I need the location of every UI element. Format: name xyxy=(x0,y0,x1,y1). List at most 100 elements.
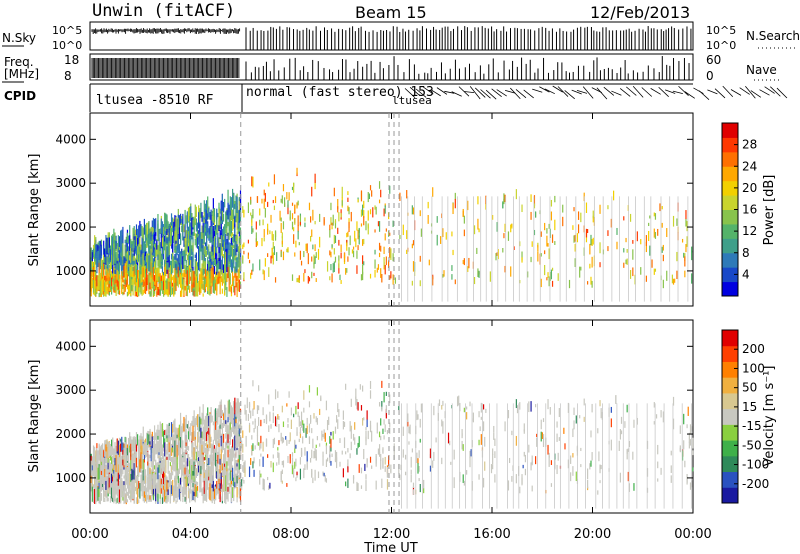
y-tick-label: 3000 xyxy=(55,176,86,190)
cpid-scribble-mark xyxy=(632,86,644,98)
cpid-scribble-mark xyxy=(469,86,481,100)
colorbar-swatch xyxy=(722,223,738,239)
cpid-scribble-mark xyxy=(480,89,491,99)
colorbar-swatch xyxy=(722,267,738,283)
velocity-scatter xyxy=(90,380,694,509)
cpid-scribble-mark xyxy=(523,89,534,99)
cpid-scribble-mark xyxy=(684,91,695,99)
cpid-strip: CPID ltusea -8510 RF normal (fast stereo… xyxy=(4,83,788,112)
cpid-scribble-mark xyxy=(745,85,756,99)
nsearch-label: N.Search xyxy=(746,29,800,43)
colorbar-swatch xyxy=(722,151,738,167)
cpid-scribble-mark xyxy=(458,86,470,97)
cpid-segment-1: ltusea -8510 RF xyxy=(96,93,214,108)
cpid-scribble-mark xyxy=(451,91,462,97)
power-panel: 1000 2000 3000 4000 Slant Range [km] 28 24 20… xyxy=(27,112,777,307)
cpid-scribble-mark xyxy=(698,90,710,100)
cpid-scribble-mark xyxy=(509,87,521,100)
power-axes: 1000 2000 3000 4000 xyxy=(55,113,694,306)
nsky-frame xyxy=(89,21,694,51)
freq-strip: Freq. [MHz] 18 8 60 0 Nave xyxy=(2,53,780,83)
nsky-bars xyxy=(91,26,692,50)
cpid-scribble-mark xyxy=(444,90,455,94)
site-title: Unwin (fitACF) xyxy=(92,1,235,21)
colorbar-swatch xyxy=(722,209,738,225)
cpid-scribble-mark xyxy=(641,87,653,97)
cpid-scribble-mark xyxy=(707,89,718,95)
colorbar-swatch xyxy=(722,137,738,153)
freq-tick-bottom: 8 xyxy=(64,69,72,83)
cpid-scribble-mark xyxy=(430,89,441,97)
cpid-scribble-mark xyxy=(722,85,734,98)
cpid-scribble-mark xyxy=(515,89,527,99)
y-tick-label: 1000 xyxy=(55,264,86,278)
cpid-scribble-mark xyxy=(665,89,676,94)
nsearch-tick-top: 10^5 xyxy=(706,24,736,37)
nave-tick-top: 60 xyxy=(706,53,721,67)
nsearch-tick-bottom: 10^0 xyxy=(706,39,736,52)
cpid-scribble-mark xyxy=(464,91,475,94)
power-colorbar: 28 24 20 16 12 8 4 xyxy=(721,122,757,297)
cpid-scribble-mark xyxy=(485,89,497,100)
cpid-scribble-mark xyxy=(409,87,421,97)
nave-label: Nave xyxy=(746,63,777,77)
power-scatter xyxy=(90,167,693,302)
freq-unit-label: [MHz] xyxy=(4,67,39,81)
cpid-scribble-mark xyxy=(544,88,555,95)
cpid-scribble-mark xyxy=(603,86,615,96)
cpid-scribble-mark xyxy=(582,86,594,99)
freq-label: Freq. xyxy=(4,55,34,69)
power-ylabel: Slant Range [km] xyxy=(27,154,42,267)
cpid-scribble-mark xyxy=(619,88,631,97)
cpid-scribble-mark xyxy=(415,88,427,98)
nsky-strip: N.Sky 10^5 10^0 10^5 10^0 N.Search xyxy=(2,21,800,52)
cpid-scribble-mark xyxy=(739,87,750,95)
colorbar-tick-label: 28 xyxy=(742,138,757,152)
power-colorbar-label: Power [dB] xyxy=(762,175,777,246)
cpid-scribble-mark xyxy=(678,85,689,96)
colorbar-tick-label: 4 xyxy=(742,267,750,281)
cpid-scribble-mark xyxy=(474,87,486,98)
colorbar-swatch xyxy=(722,123,738,138)
cpid-scribble-mark xyxy=(626,86,637,96)
colorbar-tick-label: 12 xyxy=(742,224,757,238)
cpid-scribble-mark xyxy=(650,88,661,95)
cpid-scribble-mark xyxy=(776,87,788,99)
beam-title: Beam 15 xyxy=(355,3,427,22)
cpid-segment-3: ltusea xyxy=(392,94,432,107)
colorbar-swatch xyxy=(722,252,738,268)
cpid-scribble-mark xyxy=(596,87,608,100)
nsky-label: N.Sky xyxy=(2,31,36,45)
nsky-tick-top: 10^5 xyxy=(52,24,82,37)
colorbar-tick-label: 20 xyxy=(742,181,757,195)
cpid-scribble-mark xyxy=(532,88,543,93)
colorbar-swatch xyxy=(722,281,738,297)
cpid-scribble-mark xyxy=(504,89,516,94)
cpid-scribble-mark xyxy=(759,89,770,96)
date-title: 12/Feb/2013 xyxy=(590,3,690,22)
cpid-scribble-mark xyxy=(423,86,434,95)
colorbar-tick-label: 16 xyxy=(742,203,757,217)
cpid-scribble-mark xyxy=(491,88,502,98)
cpid-scribble-mark xyxy=(576,90,588,94)
cpid-scribble-mark xyxy=(672,90,683,95)
cpid-segment-2: normal (fast stereo) 153 xyxy=(246,85,434,100)
freq-bars xyxy=(91,56,690,80)
cpid-overlap-labels xyxy=(404,85,788,100)
cpid-scribble-mark xyxy=(750,90,762,98)
nsky-tick-bottom: 10^0 xyxy=(52,39,82,52)
cpid-scribble-mark xyxy=(539,86,550,93)
cpid-scribble-mark xyxy=(611,90,622,96)
cpid-label: CPID xyxy=(4,89,36,103)
colorbar-swatch xyxy=(722,238,738,254)
y-tick-label: 4000 xyxy=(55,132,86,146)
freq-frame xyxy=(89,53,694,81)
cpid-scribble-mark xyxy=(564,90,575,100)
colorbar-swatch xyxy=(722,195,738,210)
cpid-scribble-mark xyxy=(764,86,775,94)
freq-tick-top: 18 xyxy=(64,53,79,67)
cpid-scribble-mark xyxy=(496,89,507,97)
cpid-scribble-mark xyxy=(658,86,669,97)
